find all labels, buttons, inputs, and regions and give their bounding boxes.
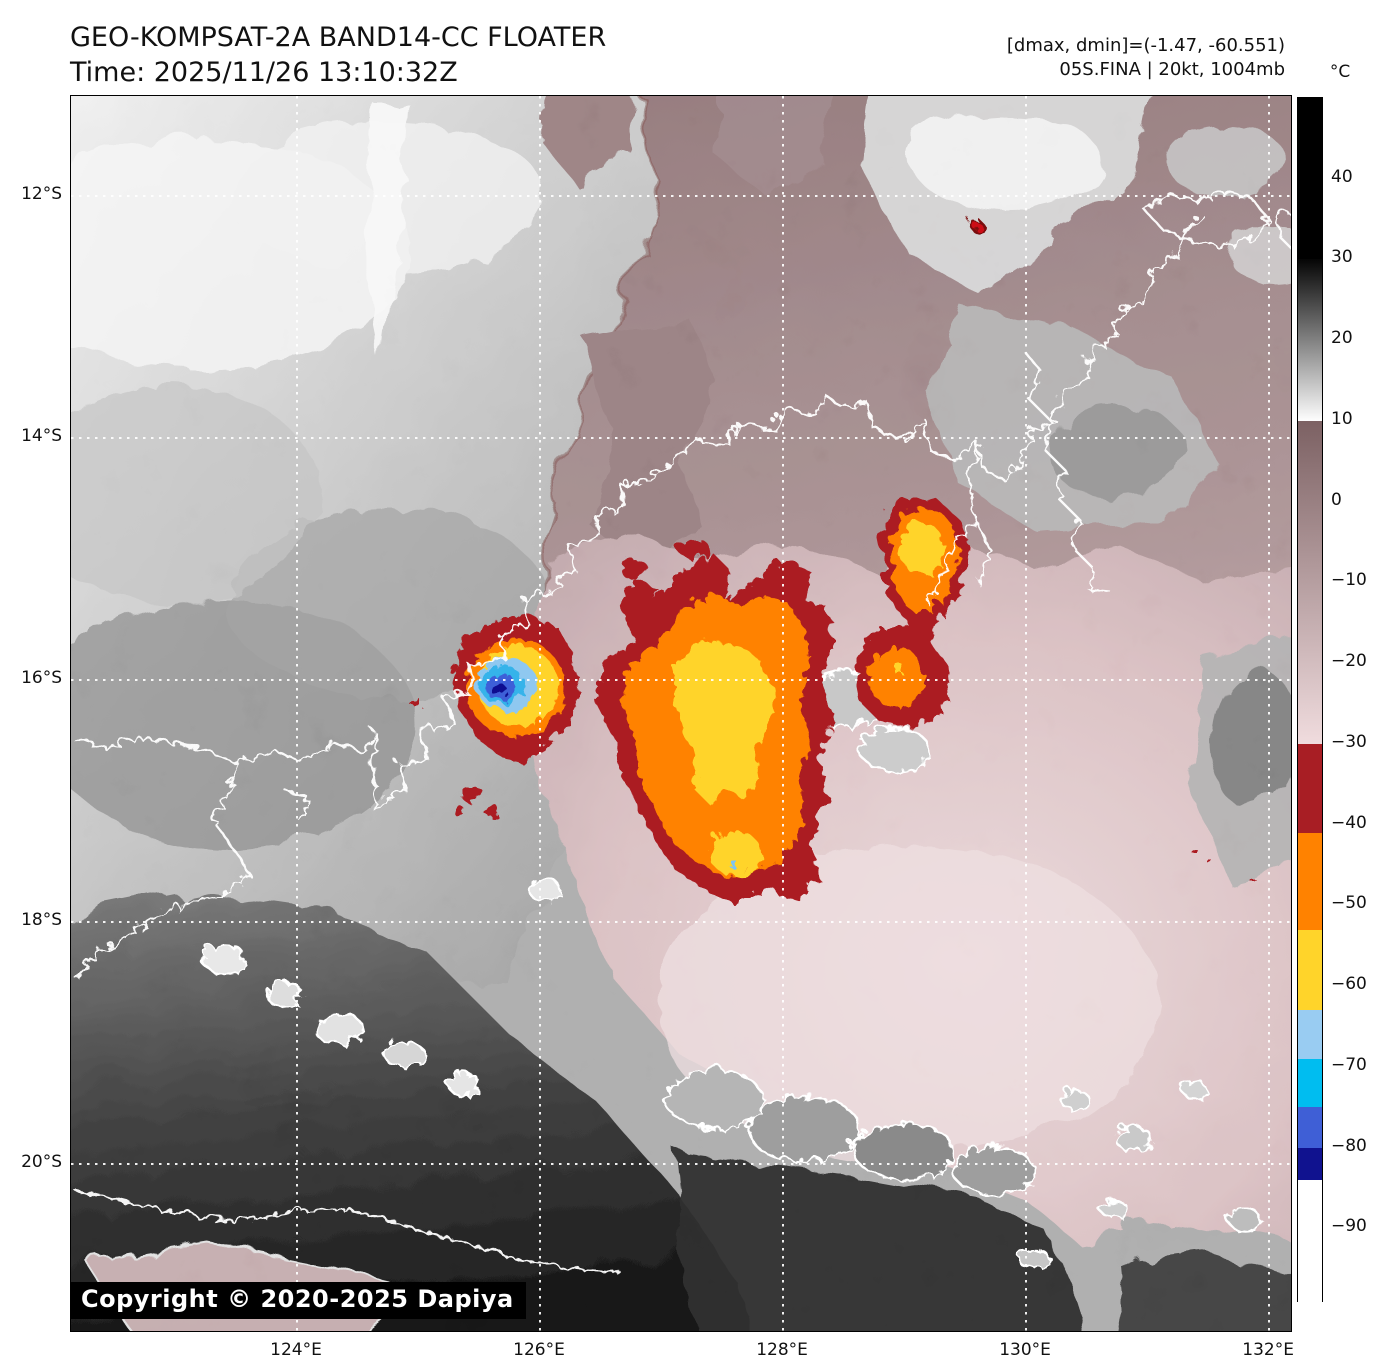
colorbar-tick-label: 10 xyxy=(1331,408,1353,429)
colorbar-segment xyxy=(1298,1010,1322,1060)
central-mass-yellow xyxy=(671,636,771,801)
colorbar-tick-label: −30 xyxy=(1331,731,1367,752)
lat-tick-label: 18°S xyxy=(21,910,62,931)
eighty-mile-coastline xyxy=(71,1184,618,1270)
cloud-speckles xyxy=(197,666,1259,1268)
colorbar-tick-label: −10 xyxy=(1331,570,1367,591)
victoria-coastline xyxy=(1019,346,1108,590)
colorbar-tick-label: −80 xyxy=(1331,1135,1367,1156)
lon-tick-label: 124°E xyxy=(270,1340,322,1360)
lon-tick-label: 132°E xyxy=(1242,1340,1294,1360)
colorbar-segment xyxy=(1298,1107,1322,1149)
temperature-colorbar xyxy=(1297,97,1323,1302)
lat-tick-label: 12°S xyxy=(21,184,62,205)
king-sound-coastline xyxy=(234,726,373,818)
colorbar-segment xyxy=(1298,98,1322,261)
colorbar-tick-label: −40 xyxy=(1331,812,1367,833)
colorbar-tick-label: −90 xyxy=(1331,1216,1367,1237)
colorbar-tick-label: 0 xyxy=(1331,489,1342,510)
colorbar-segment xyxy=(1298,929,1322,1011)
colorbar-segment xyxy=(1298,259,1322,422)
lat-tick-label: 14°S xyxy=(21,426,62,447)
dampier-peninsula-coastline xyxy=(71,732,248,975)
cold-cloud-tops xyxy=(407,215,1251,901)
lon-tick-label: 128°E xyxy=(756,1340,808,1360)
storm-info-label: 05S.FINA | 20kt, 1004mb xyxy=(1059,59,1285,80)
gulf-river-arms xyxy=(924,439,988,603)
colorbar-segment xyxy=(1298,832,1322,931)
annotation-block: [dmax, dmin]=(-1.47, -60.551) 05S.FINA |… xyxy=(1007,34,1285,82)
colorbar-tick-label: −60 xyxy=(1331,974,1367,995)
colorbar-tick-label: −50 xyxy=(1331,893,1367,914)
dmax-dmin-label: [dmax, dmin]=(-1.47, -60.551) xyxy=(1006,35,1285,56)
copyright-badge: Copyright © 2020-2025 Dapiya xyxy=(71,1282,526,1319)
lat-tick-label: 16°S xyxy=(21,668,62,689)
colorbar-tick-label: 40 xyxy=(1331,166,1353,187)
colorbar-segment xyxy=(1298,743,1322,834)
colorbar-tick-label: −70 xyxy=(1331,1054,1367,1075)
colorbar-segment xyxy=(1298,420,1322,745)
lon-tick-label: 130°E xyxy=(999,1340,1051,1360)
colorbar-tick-label: 30 xyxy=(1331,247,1353,268)
header-block: GEO-KOMPSAT-2A BAND14-CC FLOATER Time: 2… xyxy=(70,20,606,90)
satellite-image xyxy=(71,96,1291,1331)
lon-tick-label: 126°E xyxy=(513,1340,565,1360)
lat-tick-label: 20°S xyxy=(21,1152,62,1173)
product-title: GEO-KOMPSAT-2A BAND14-CC FLOATER xyxy=(70,22,607,53)
colorbar-segment xyxy=(1298,1058,1322,1108)
colorbar-tick-label: 20 xyxy=(1331,328,1353,349)
kimberley-coastline xyxy=(369,389,823,808)
timestamp-label: Time: 2025/11/26 13:10:32Z xyxy=(70,57,458,88)
colorbar-tick-label: −20 xyxy=(1331,651,1367,672)
map-frame: Copyright © 2020-2025 Dapiya xyxy=(70,95,1292,1332)
colorbar-segment xyxy=(1298,1147,1322,1181)
colorbar-segment xyxy=(1298,1179,1322,1302)
colorbar-unit-label: °C xyxy=(1329,62,1351,82)
